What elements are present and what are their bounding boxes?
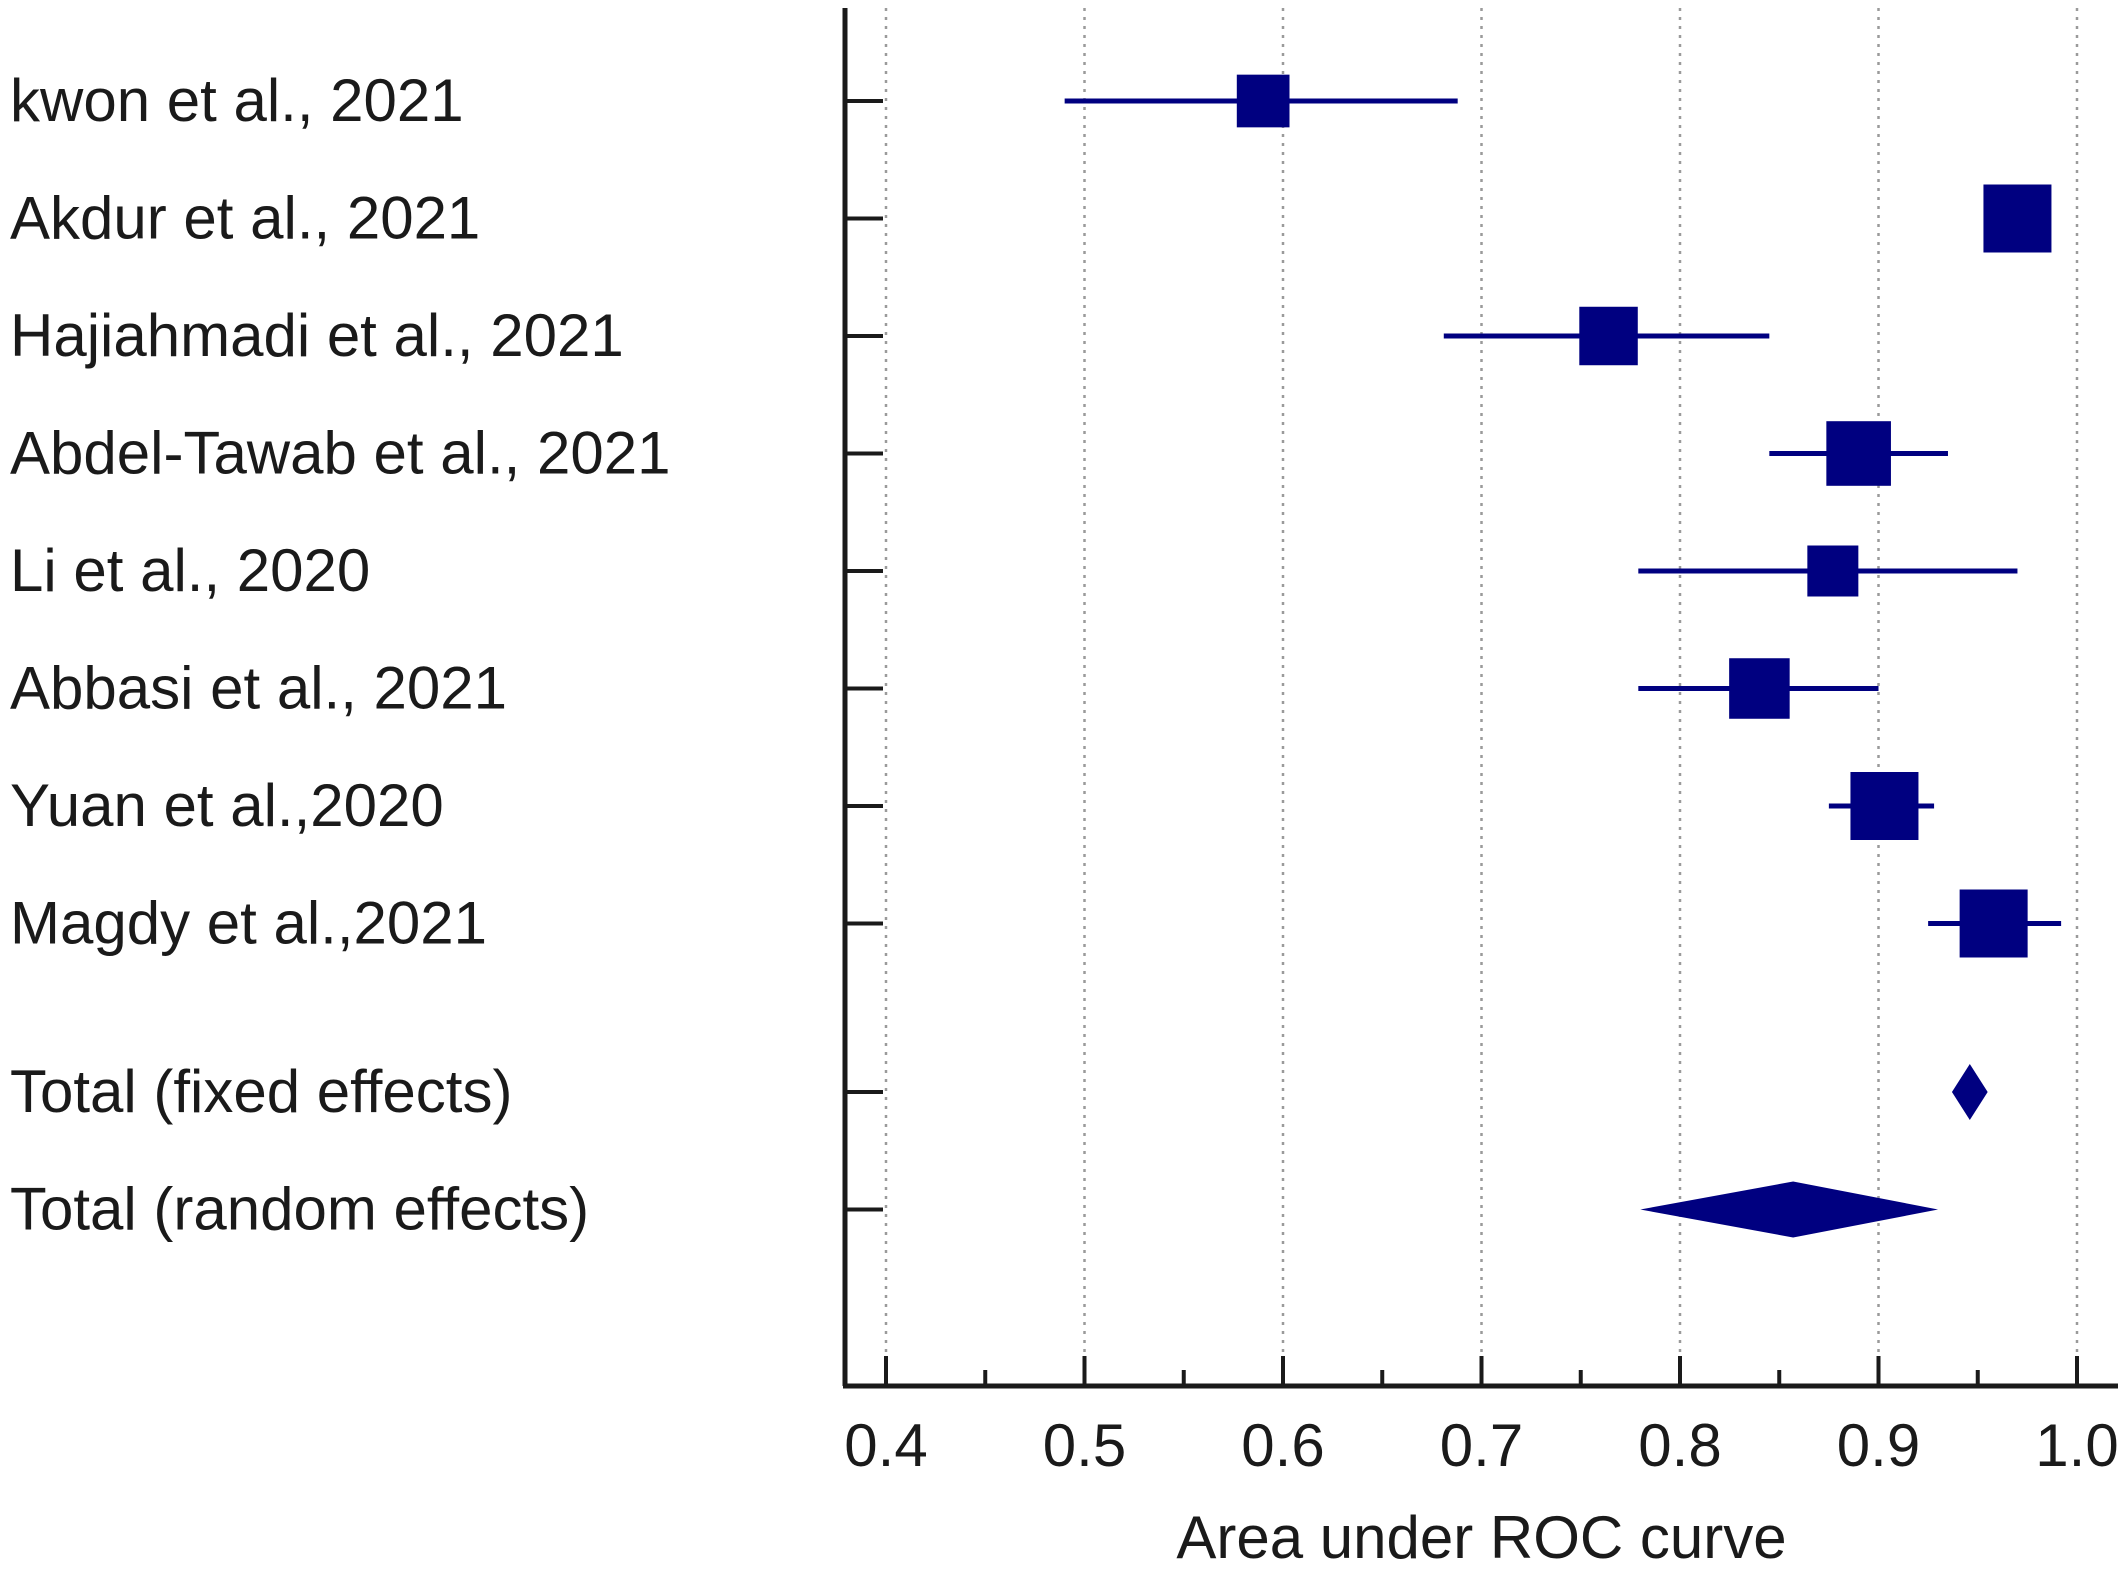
tick-label: 0.7 bbox=[1440, 1412, 1523, 1479]
summary-diamond bbox=[1640, 1181, 1939, 1238]
tick-label: 0.5 bbox=[1043, 1412, 1126, 1479]
tick-label: 0.8 bbox=[1638, 1412, 1721, 1479]
study-label: Hajiahmadi et al., 2021 bbox=[10, 302, 624, 369]
effect-square bbox=[1236, 74, 1290, 128]
effect-square bbox=[1807, 545, 1859, 597]
tick-label: 0.9 bbox=[1837, 1412, 1920, 1479]
study-label: Li et al., 2020 bbox=[10, 537, 370, 604]
study-label: Abbasi et al., 2021 bbox=[10, 655, 507, 722]
total-label: Total (fixed effects) bbox=[10, 1058, 512, 1125]
tick-label: 1.0 bbox=[2035, 1412, 2118, 1479]
study-label: Yuan et al.,2020 bbox=[10, 772, 444, 839]
effect-square bbox=[1579, 306, 1638, 366]
effect-square bbox=[1983, 184, 2052, 253]
study-label: Abdel-Tawab et al., 2021 bbox=[10, 420, 670, 487]
effect-square bbox=[1729, 658, 1790, 719]
grid-lines bbox=[884, 8, 2079, 1386]
effect-square bbox=[1826, 421, 1891, 486]
effect-markers bbox=[1064, 74, 2062, 1238]
summary-diamond bbox=[1951, 1064, 1988, 1120]
total-label: Total (random effects) bbox=[10, 1176, 589, 1243]
x-axis-ticks: 0.4 0.5 0.6 0.7 0.8 0.9 1.0 bbox=[844, 99, 2119, 1479]
tick-label: 0.6 bbox=[1241, 1412, 1324, 1479]
study-label: kwon et al., 2021 bbox=[10, 67, 464, 134]
effect-square bbox=[1850, 772, 1919, 840]
study-labels: kwon et al., 2021 Akdur et al., 2021 Hajia… bbox=[10, 67, 670, 1243]
study-label: Akdur et al., 2021 bbox=[10, 185, 480, 252]
effect-square bbox=[1959, 889, 2028, 958]
study-label: Magdy et al.,2021 bbox=[10, 890, 487, 957]
tick-label: 0.4 bbox=[844, 1412, 927, 1479]
x-axis-title: Area under ROC curve bbox=[1176, 1504, 1786, 1571]
